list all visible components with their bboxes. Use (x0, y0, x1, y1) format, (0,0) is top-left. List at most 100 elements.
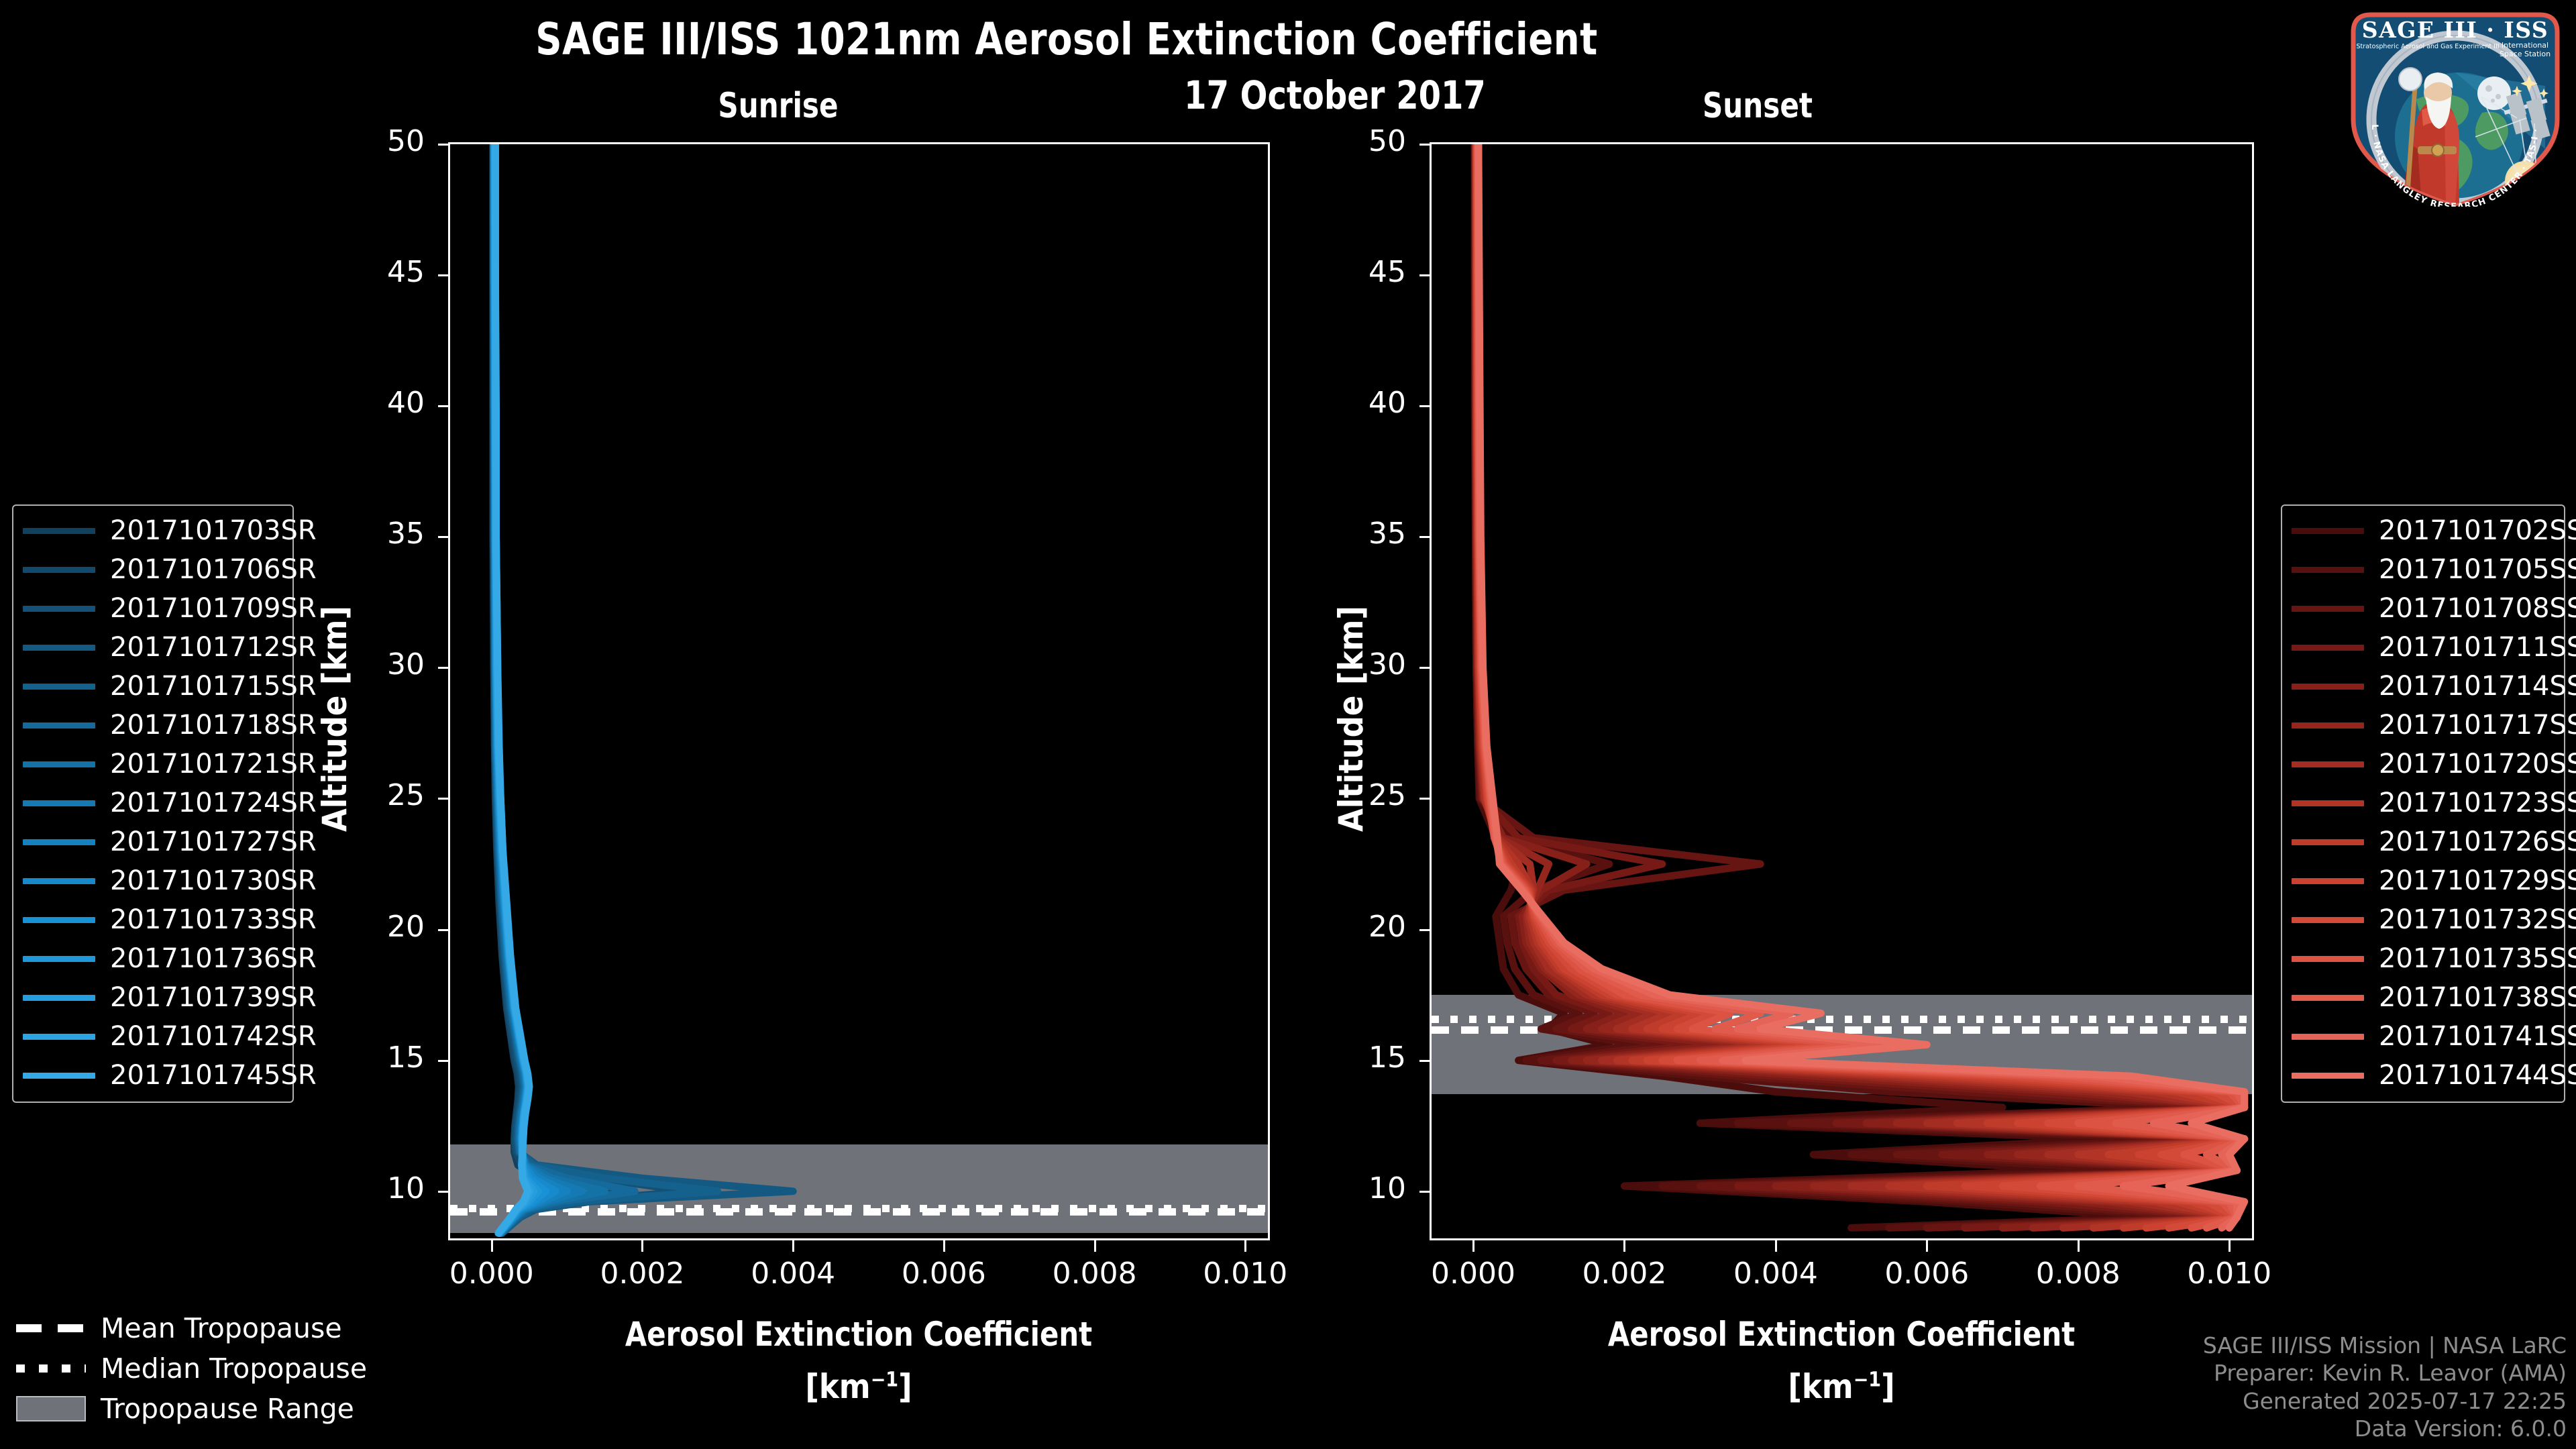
patch-subtitle-right-1: International (2502, 41, 2548, 50)
legend-item-label: 2017101714SS (2379, 671, 2576, 702)
legend-item[interactable]: 2017101735SS (2292, 939, 2576, 978)
legend-item-label: 2017101709SR (110, 593, 317, 624)
credits-block: SAGE III/ISS Mission | NASA LaRC Prepare… (2203, 1332, 2567, 1442)
legend-color-swatch (2292, 955, 2364, 962)
x-axis-tick (2229, 1240, 2231, 1252)
x-axis-tick-label: 0.006 (1884, 1256, 1970, 1291)
legend-item[interactable]: 2017101723SS (2292, 784, 2576, 822)
y-axis-tick-label: 20 (1368, 909, 1406, 944)
legend-item[interactable]: 2017101730SR (23, 861, 317, 900)
mean-tropopause-line-right (1432, 1026, 2252, 1034)
x-axis-tick-label: 0.000 (1431, 1256, 1515, 1291)
x-axis-tick-label: 0.002 (1582, 1256, 1667, 1291)
legend-item-label: 2017101739SR (110, 982, 317, 1013)
legend-item[interactable]: 2017101709SR (23, 589, 317, 628)
sunset-panel-title: Sunset (1702, 86, 1813, 126)
y-axis-tick-label: 45 (387, 255, 425, 290)
legend-item[interactable]: 2017101727SR (23, 822, 317, 861)
stars-icon (2512, 75, 2548, 98)
tropopause-range-label: Tropopause Range (101, 1393, 354, 1425)
legend-color-swatch (2292, 527, 2364, 534)
legend-item[interactable]: 2017101705SS (2292, 550, 2576, 589)
credits-line-version: Data Version: 6.0.0 (2354, 1415, 2567, 1442)
legend-item-label: 2017101732SS (2379, 904, 2576, 935)
legend-color-swatch (23, 527, 95, 534)
legend-item[interactable]: 2017101739SR (23, 978, 317, 1017)
legend-item-label: 2017101718SR (110, 710, 317, 741)
legend-item[interactable]: 2017101729SS (2292, 861, 2576, 900)
legend-item-mean-tropopause: Mean Tropopause (16, 1308, 392, 1348)
legend-item-label: 2017101724SR (110, 788, 317, 818)
series-line (489, 144, 797, 1237)
legend-item-label: 2017101720SS (2379, 749, 2576, 780)
legend-item[interactable]: 2017101712SR (23, 628, 317, 667)
y-axis-tick (1419, 928, 1432, 931)
y-axis-tick (438, 536, 450, 539)
median-tropopause-label: Median Tropopause (101, 1352, 368, 1385)
x-axis-tick (1093, 1240, 1096, 1252)
legend-item-label: 2017101703SR (110, 515, 317, 546)
legend-item[interactable]: 2017101724SR (23, 784, 317, 822)
legend-item[interactable]: 2017101726SS (2292, 822, 2576, 861)
y-axis-tick-label: 30 (1368, 647, 1406, 682)
legend-item[interactable]: 2017101721SR (23, 745, 317, 784)
x-axis-tick (1774, 1240, 1777, 1252)
legend-item[interactable]: 2017101703SR (23, 511, 317, 550)
legend-item[interactable]: 2017101741SS (2292, 1017, 2576, 1056)
legend-color-swatch (23, 916, 95, 923)
legend-item[interactable]: 2017101720SS (2292, 745, 2576, 784)
credits-line-mission: SAGE III/ISS Mission | NASA LaRC (2202, 1332, 2567, 1358)
y-axis-tick (1419, 405, 1432, 408)
legend-item[interactable]: 2017101742SR (23, 1017, 317, 1056)
x-axis-tick-label: 0.000 (449, 1256, 534, 1291)
legend-item[interactable]: 2017101738SS (2292, 978, 2576, 1017)
legend-item-label: 2017101702SS (2379, 515, 2576, 546)
x-axis-tick (490, 1240, 493, 1252)
legend-color-swatch (23, 644, 95, 651)
legend-item[interactable]: 2017101714SS (2292, 667, 2576, 706)
legend-item[interactable]: 2017101733SR (23, 900, 317, 939)
legend-item-label: 2017101705SS (2379, 554, 2576, 585)
legend-item-label: 2017101715SR (110, 671, 317, 702)
y-axis-tick-label: 10 (387, 1171, 425, 1205)
legend-color-swatch (2292, 1033, 2364, 1040)
legend-item[interactable]: 2017101706SR (23, 550, 317, 589)
legend-item[interactable]: 2017101702SS (2292, 511, 2576, 550)
sunrise-legend[interactable]: 2017101703SR 2017101706SR 2017101709SR 2017… (12, 504, 317, 1103)
y-axis-tick-label: 15 (1368, 1040, 1406, 1075)
legend-item[interactable]: 2017101745SR (23, 1056, 317, 1095)
y-axis-tick-label: 25 (387, 778, 425, 813)
x-axis-tick-label: 0.006 (901, 1256, 986, 1291)
x-unit-suffix-left: ] (898, 1367, 912, 1406)
x-axis-unit-left: [km−1] (711, 1367, 1006, 1406)
legend-item[interactable]: 2017101715SR (23, 667, 317, 706)
legend-item[interactable]: 2017101732SS (2292, 900, 2576, 939)
legend-item[interactable]: 2017101718SR (23, 706, 317, 745)
page-title: SAGE III/ISS 1021nm Aerosol Extinction C… (535, 13, 1598, 65)
x-axis-title-right: Aerosol Extinction Coefficient (1607, 1315, 2076, 1354)
sunset-series-lines (1470, 144, 2249, 1232)
legend-item[interactable]: 2017101717SS (2292, 706, 2576, 745)
legend-item-label: 2017101735SS (2379, 943, 2576, 974)
y-axis-tick (1419, 274, 1432, 277)
y-axis-tick (438, 274, 450, 277)
legend-item[interactable]: 2017101708SS (2292, 589, 2576, 628)
legend-color-swatch (23, 955, 95, 962)
moon-icon (2477, 76, 2511, 110)
legend-color-swatch (2292, 605, 2364, 612)
y-axis-tick-label: 35 (387, 517, 425, 551)
legend-item[interactable]: 2017101744SS (2292, 1056, 2576, 1095)
tropopause-legend: Mean Tropopause Median Tropopause Tropop… (16, 1308, 392, 1429)
legend-color-swatch (23, 1033, 95, 1040)
legend-item-label: 2017101708SS (2379, 593, 2576, 624)
sage-iii-iss-mission-patch-logo: SAGE III · ISS Stratospheric Aerosol and… (2344, 5, 2560, 207)
legend-color-swatch (2292, 566, 2364, 573)
legend-item-label: 2017101726SS (2379, 826, 2576, 857)
legend-item[interactable]: 2017101736SR (23, 939, 317, 978)
legend-color-swatch (2292, 644, 2364, 651)
sunset-legend[interactable]: 2017101702SS 2017101705SS 2017101708SS 2017… (2281, 504, 2576, 1103)
x-axis-tick (1926, 1240, 1929, 1252)
legend-color-swatch (2292, 683, 2364, 690)
legend-item[interactable]: 2017101711SS (2292, 628, 2576, 667)
x-axis-tick (1244, 1240, 1247, 1252)
